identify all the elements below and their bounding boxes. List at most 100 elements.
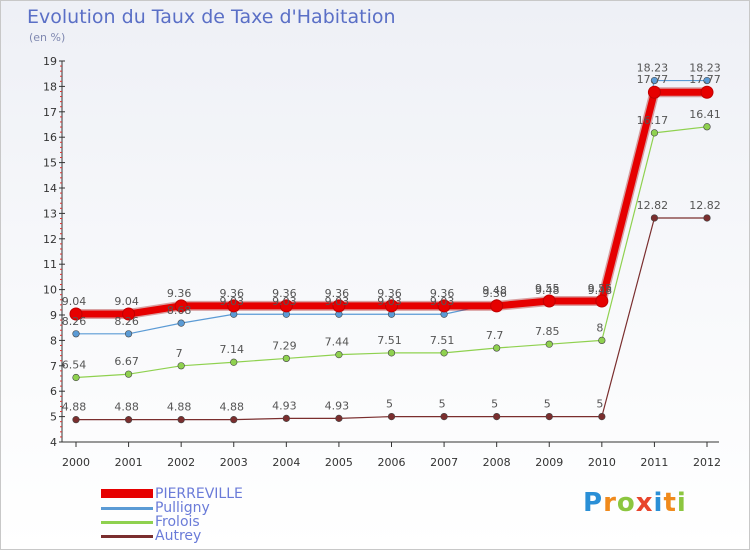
- data-label: 9.36: [377, 287, 402, 300]
- proxiti-logo: Proxiti: [583, 488, 687, 518]
- data-label: 12.82: [637, 199, 669, 212]
- data-label: 7.51: [430, 334, 455, 347]
- data-point: [335, 414, 343, 422]
- data-point: [647, 85, 661, 99]
- logo-letter: r: [603, 488, 617, 518]
- data-point: [124, 416, 133, 424]
- series-line-shadow: [71, 87, 712, 319]
- logo-letter: t: [663, 488, 677, 518]
- logo-letter: i: [676, 488, 687, 518]
- data-label: 5: [439, 398, 446, 411]
- logo-letter: i: [653, 488, 664, 518]
- y-tick-label: 6: [50, 385, 57, 398]
- data-point: [72, 373, 80, 382]
- data-point: [124, 330, 133, 338]
- y-tick-label: 7: [50, 360, 57, 373]
- y-tick-label: 16: [43, 131, 57, 144]
- data-point: [700, 85, 714, 99]
- legend-label-pierreville: PIERREVILLE: [155, 486, 243, 502]
- data-label: 6.54: [62, 358, 87, 371]
- data-point: [440, 349, 448, 357]
- data-label: 7: [176, 347, 183, 360]
- data-point: [385, 299, 398, 313]
- data-label: 8.68: [167, 304, 192, 317]
- data-label: 6.67: [114, 355, 139, 368]
- data-label: 9.03: [272, 295, 297, 308]
- data-point: [122, 307, 136, 321]
- data-label: 9.36: [167, 287, 192, 300]
- data-label: 7.29: [272, 339, 297, 352]
- x-tick-label: 2012: [693, 456, 721, 469]
- data-label: 9.48: [588, 284, 613, 297]
- data-label: 9.36: [325, 287, 350, 300]
- legend-label-frolois: Frolois: [155, 514, 200, 530]
- logo-letter: o: [616, 488, 636, 518]
- chart-series: [69, 76, 714, 424]
- chart-axes: 4 5 6 7 8 9 10 11 12 13 14 15 16 17 18 19 2000 2001 2002 20…: [43, 55, 721, 469]
- y-tick-label: 11: [43, 258, 57, 271]
- data-label: 7.85: [535, 325, 560, 338]
- data-label: 7.51: [377, 334, 402, 347]
- data-label: 5: [544, 398, 551, 411]
- data-label: 16.41: [689, 108, 721, 121]
- data-point: [332, 299, 346, 313]
- x-tick-label: 2001: [115, 456, 143, 469]
- legend-item-autrey: Autrey: [101, 528, 301, 544]
- data-label: 9.36: [220, 287, 245, 300]
- x-tick-label: 2008: [483, 456, 511, 469]
- data-point: [598, 413, 606, 421]
- data-point: [230, 416, 238, 424]
- data-point: [493, 413, 501, 421]
- data-label: 4.93: [325, 399, 350, 412]
- data-label: 17.77: [637, 73, 669, 86]
- logo-letter: P: [583, 488, 604, 518]
- data-point: [177, 319, 185, 327]
- data-label: 9.04: [62, 295, 87, 308]
- data-label: 5: [596, 398, 603, 411]
- chart-legend: PIERREVILLE Pulligny Frolois Autrey: [101, 486, 301, 544]
- data-point: [177, 362, 185, 370]
- logo-letter: x: [635, 488, 654, 518]
- data-label: 16.17: [637, 114, 669, 127]
- y-tick-label: 5: [50, 411, 57, 424]
- data-point: [69, 307, 83, 321]
- data-label: 8.26: [62, 315, 87, 328]
- x-tick-label: 2004: [272, 456, 300, 469]
- y-tick-label: 14: [43, 182, 57, 195]
- data-label: 18.23: [637, 62, 669, 75]
- data-point: [230, 358, 238, 366]
- chart-subtitle: (en %): [29, 31, 66, 44]
- data-point: [703, 123, 711, 131]
- legend-swatch-pierreville: [101, 489, 153, 498]
- data-label: 9.36: [430, 287, 455, 300]
- data-label: 7.14: [220, 343, 245, 356]
- data-label: 9.48: [482, 284, 507, 297]
- data-label: 9.03: [220, 295, 245, 308]
- data-point: [650, 214, 659, 222]
- chart-title: Evolution du Taux de Taxe d'Habitation: [27, 6, 396, 28]
- data-label: 4.88: [220, 401, 245, 414]
- data-point: [335, 351, 343, 359]
- data-point: [174, 299, 188, 313]
- y-tick-label: 13: [43, 207, 57, 220]
- x-tick-label: 2010: [588, 456, 616, 469]
- x-tick-label: 2007: [430, 456, 458, 469]
- x-tick-label: 2005: [325, 456, 353, 469]
- series-line-pierreville: [76, 88, 707, 318]
- data-point: [490, 299, 504, 313]
- data-label: 5: [491, 398, 498, 411]
- y-tick-label: 17: [43, 106, 57, 119]
- legend-swatch-pulligny: [101, 507, 153, 510]
- data-label: 9.36: [482, 287, 507, 300]
- legend-label-pulligny: Pulligny: [155, 500, 210, 516]
- data-point: [703, 76, 711, 85]
- x-tick-label: 2003: [220, 456, 248, 469]
- y-tick-label: 4: [50, 436, 57, 449]
- data-label: 9.55: [588, 282, 613, 295]
- y-tick-label: 12: [43, 233, 57, 246]
- data-point: [227, 299, 241, 313]
- legend-item-pierreville: PIERREVILLE: [101, 486, 301, 502]
- data-point: [598, 336, 606, 345]
